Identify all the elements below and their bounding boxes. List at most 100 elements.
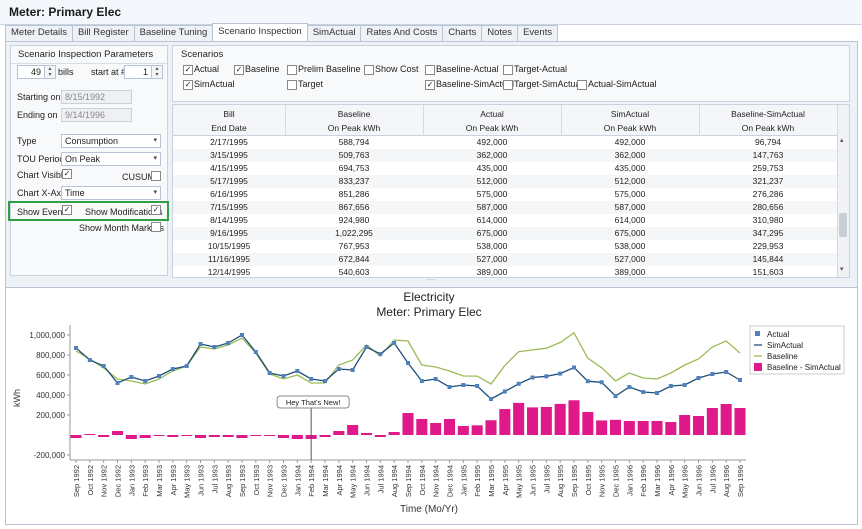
y-tick-label: 1,000,000 xyxy=(29,331,65,340)
cusum-checkbox[interactable] xyxy=(151,171,161,181)
show-month-markers-checkbox[interactable] xyxy=(151,222,161,232)
scenario-checkbox-target[interactable] xyxy=(287,80,297,90)
start-spinner-arrows[interactable]: ▴ ▾ xyxy=(151,65,163,79)
scenario-checkbox-actual[interactable]: ✓ xyxy=(183,65,193,75)
y-tick-label: 200,000 xyxy=(36,411,65,420)
col-header-baseline[interactable]: Baseline xyxy=(337,109,371,119)
bill-grid: Bill End Date Baseline On Peak kWh Actua… xyxy=(172,104,850,278)
scenario-checkbox-simactual[interactable]: ✓ xyxy=(183,80,193,90)
table-cell: 151,603 xyxy=(752,267,784,277)
actual-point xyxy=(157,374,161,378)
actual-point xyxy=(544,374,549,379)
table-row[interactable]: 9/16/1995 1,022,295 675,000 675,000 347,295 xyxy=(173,227,837,240)
x-tick-label: Aug 1993 xyxy=(224,465,233,497)
actual-point xyxy=(461,383,466,387)
x-tick-label: Oct 1992 xyxy=(86,465,95,495)
actual-point xyxy=(253,350,258,354)
scenario-checkbox-baseline[interactable]: ✓ xyxy=(234,65,244,75)
diff-bar xyxy=(264,435,276,436)
table-row[interactable]: 4/15/1995 694,753 435,000 435,000 259,753 xyxy=(173,162,837,175)
x-tick-label: Sep 1995 xyxy=(570,465,579,497)
bills-count-value: 49 xyxy=(30,67,41,77)
spin-down-icon[interactable]: ▾ xyxy=(155,72,159,78)
ending-on-field: 9/14/1996 xyxy=(61,108,132,122)
scenario-checkbox-actual-simactual[interactable] xyxy=(577,80,587,90)
scenario-checkbox-prelim-baseline[interactable] xyxy=(287,65,297,75)
col-header-baseline-simactual[interactable]: Baseline-SimActual xyxy=(731,109,805,119)
scenario-checkbox-target-simactual[interactable] xyxy=(503,80,513,90)
tab-notes[interactable]: Notes xyxy=(481,25,519,41)
table-row[interactable]: 3/15/1995 509,763 362,000 362,000 147,763 xyxy=(173,149,837,162)
col-header-bill[interactable]: Bill xyxy=(223,109,235,119)
diff-bar xyxy=(596,420,608,435)
actual-point xyxy=(585,379,590,384)
table-cell: 512,000 xyxy=(476,176,508,186)
panel-splitter[interactable]: ..... xyxy=(426,276,436,282)
plot-area: -200,000 200,000 400,000 600,000 800,000 1,00… xyxy=(29,325,746,498)
table-row[interactable]: 2/17/1995 588,794 492,000 492,000 96,794 xyxy=(173,136,837,149)
table-cell: 2/17/1995 xyxy=(210,137,248,147)
table-row[interactable]: 5/17/1995 833,237 512,000 512,000 321,237 xyxy=(173,175,837,188)
show-events-checkbox[interactable]: ✓ xyxy=(62,205,72,215)
x-tick-label: Jun 1996 xyxy=(695,465,704,496)
tab-bill-register[interactable]: Bill Register xyxy=(71,25,135,41)
x-tick-label: Nov 1995 xyxy=(598,465,607,497)
tab-rates-and-costs[interactable]: Rates And Costs xyxy=(360,25,444,41)
type-dropdown[interactable]: Consumption ▾ xyxy=(61,134,161,148)
y-tick-label: 400,000 xyxy=(36,391,65,400)
diff-bar xyxy=(609,419,622,435)
tab-scenario-inspection[interactable]: Scenario Inspection xyxy=(212,23,308,42)
tab-strip: Meter Details Bill Register Baseline Tun… xyxy=(5,23,559,42)
params-panel-header: Scenario Inspection Parameters xyxy=(11,46,167,64)
x-tick-label: Apr 1993 xyxy=(169,465,178,495)
table-cell: 675,000 xyxy=(614,228,646,238)
scenario-checkbox-target-actual[interactable] xyxy=(503,65,513,75)
show-modifications-checkbox[interactable]: ✓ xyxy=(151,205,161,215)
spin-down-icon[interactable]: ▾ xyxy=(48,72,52,78)
diff-bar xyxy=(153,435,165,436)
table-cell: 362,000 xyxy=(476,150,508,160)
col-header-actual[interactable]: Actual xyxy=(480,109,504,119)
scroll-up-icon[interactable]: ▴ xyxy=(840,137,844,144)
x-tick-label: Apr 1994 xyxy=(335,465,344,495)
tab-baseline-tuning[interactable]: Baseline Tuning xyxy=(133,25,214,41)
cusum-label: CUSUM xyxy=(122,172,155,182)
chart-visible-checkbox[interactable]: ✓ xyxy=(62,169,72,179)
diff-bar xyxy=(637,421,649,435)
start-at-spinner[interactable]: 1 ▴ ▾ xyxy=(124,65,163,79)
table-cell: 310,980 xyxy=(752,215,784,225)
scenario-checkbox-baseline-actual[interactable] xyxy=(425,65,435,75)
actual-point xyxy=(530,375,535,380)
bills-spinner-arrows[interactable]: ▴ ▾ xyxy=(44,65,56,79)
scenarios-panel: Scenarios xyxy=(172,45,850,102)
spin-up-icon[interactable]: ▴ xyxy=(48,66,52,72)
tab-charts[interactable]: Charts xyxy=(442,25,483,41)
table-cell: 492,000 xyxy=(614,137,646,147)
diff-bar xyxy=(236,435,248,438)
tou-period-label: TOU Period xyxy=(17,154,65,164)
table-row[interactable]: 10/15/1995 767,953 538,000 538,000 229,953 xyxy=(173,240,837,253)
tab-meter-details[interactable]: Meter Details xyxy=(5,25,73,41)
table-row[interactable]: 8/14/1995 924,980 614,000 614,000 310,980 xyxy=(173,214,837,227)
scrollbar-thumb[interactable] xyxy=(839,213,847,237)
actual-point xyxy=(668,384,673,388)
scroll-down-icon[interactable]: ▾ xyxy=(840,266,844,273)
spin-up-icon[interactable]: ▴ xyxy=(155,66,159,72)
tab-events[interactable]: Events xyxy=(517,25,559,41)
window-title-bar: Meter: Primary Elec xyxy=(0,0,862,25)
table-row[interactable]: 6/16/1995 851,286 575,000 575,000 276,286 xyxy=(173,188,837,201)
grid-vertical-scrollbar[interactable]: ▴ ▾ xyxy=(837,105,849,277)
bills-count-spinner[interactable]: 49 ▴ ▾ xyxy=(17,65,56,79)
tou-period-dropdown[interactable]: On Peak ▾ xyxy=(61,152,161,166)
tab-simactual[interactable]: SimActual xyxy=(306,25,362,41)
scenario-checkbox-show-cost[interactable] xyxy=(364,65,374,75)
table-row[interactable]: 11/16/1995 672,844 527,000 527,000 145,844 xyxy=(173,253,837,266)
diff-bar xyxy=(457,426,469,435)
table-row[interactable]: 12/14/1995 540,603 389,000 389,000 151,603 xyxy=(173,266,837,277)
table-row[interactable]: 7/15/1995 867,656 587,000 587,000 280,656 xyxy=(173,201,837,214)
diff-bar xyxy=(111,431,124,435)
chart-xaxis-dropdown[interactable]: Time ▾ xyxy=(61,186,161,200)
scenario-checkbox-baseline-simactual[interactable]: ✓ xyxy=(425,80,435,90)
chart-visible-label: Chart Visible xyxy=(17,170,68,180)
col-header-simactual[interactable]: SimActual xyxy=(610,109,650,119)
